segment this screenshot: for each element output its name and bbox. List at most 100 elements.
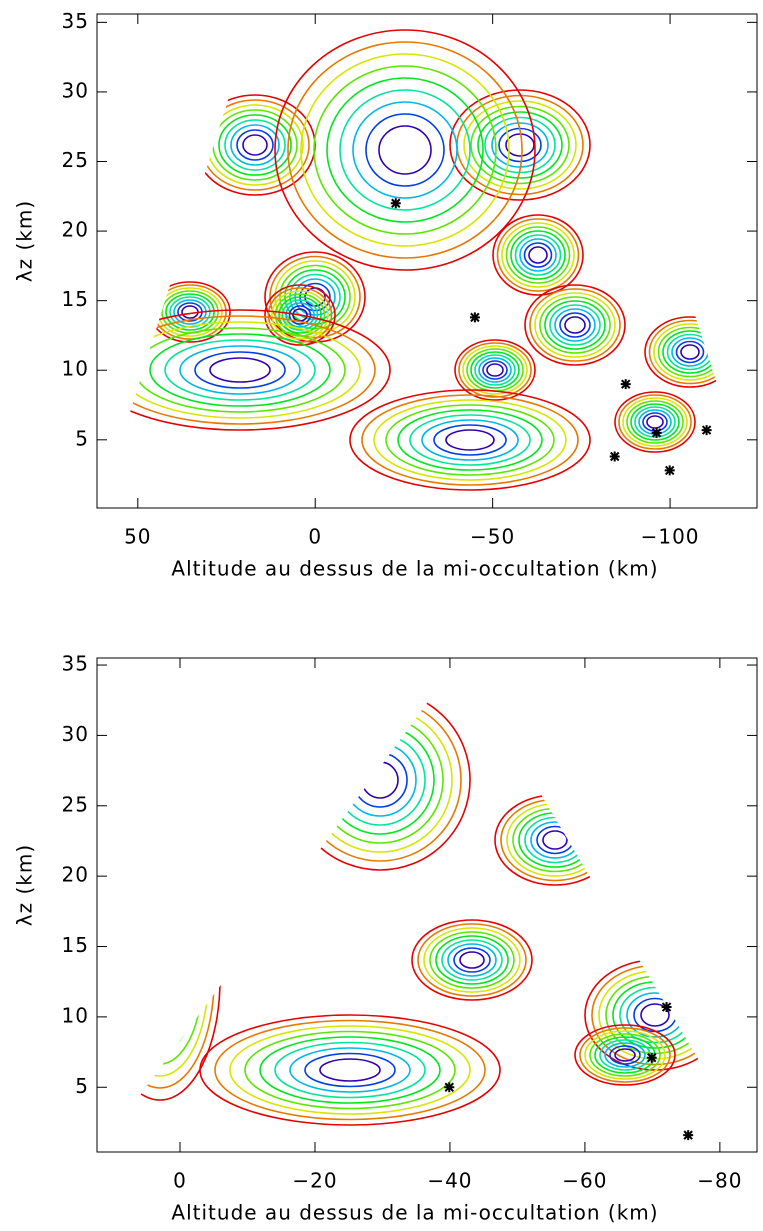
contour-line — [653, 323, 727, 381]
contour-field — [100, 683, 726, 1126]
contour-line — [243, 703, 317, 765]
contour-line — [352, 101, 458, 199]
data-point — [661, 1002, 672, 1013]
contour-line — [462, 345, 528, 395]
contour-line — [194, 351, 286, 389]
contour-line — [530, 821, 580, 859]
y-tick-label: 5 — [75, 1074, 89, 1098]
y-tick-label: 10 — [62, 357, 89, 381]
contour-line — [225, 688, 335, 780]
contour-line — [514, 234, 562, 276]
y-tick-label: 35 — [62, 9, 89, 33]
contour-line — [289, 1047, 411, 1093]
contour-line — [307, 707, 453, 853]
contour-line — [574, 1024, 676, 1086]
x-tick-label: 0 — [173, 1169, 187, 1193]
data-point — [651, 427, 662, 438]
contour-line — [519, 238, 557, 272]
contour-line — [100, 859, 221, 1101]
contour-line — [501, 222, 575, 288]
contour-line — [244, 1030, 456, 1110]
contour-line — [409, 414, 531, 466]
contour-line — [352, 752, 408, 808]
contour-line — [249, 708, 311, 760]
contour-line — [470, 105, 570, 185]
y-tick-label: 20 — [62, 863, 89, 887]
y-tick-label: 35 — [62, 652, 89, 676]
contour-line — [433, 424, 507, 456]
contour-line — [236, 129, 274, 161]
y-axis-label: λz (km) — [13, 844, 37, 926]
contour-line — [510, 230, 566, 280]
contour-line — [477, 111, 563, 179]
data-point — [701, 425, 712, 436]
contour-line — [423, 927, 521, 993]
contour-line — [523, 242, 553, 268]
y-axis-label: λz (km) — [13, 200, 37, 282]
contour-line — [334, 734, 426, 826]
contour-line — [505, 226, 571, 284]
contour-line — [626, 400, 684, 444]
contour-line — [105, 871, 215, 1089]
contour-line — [228, 822, 272, 848]
contour-line — [524, 816, 586, 864]
contour-line — [274, 29, 536, 271]
contour-line — [549, 304, 601, 346]
contour-line — [214, 1019, 486, 1121]
contour-line — [474, 354, 516, 386]
contour-line — [219, 683, 341, 785]
contour-line — [666, 333, 714, 371]
contour-line — [274, 1041, 426, 1099]
data-point — [390, 198, 401, 209]
plot-frame — [96, 657, 758, 1153]
contour-line — [500, 798, 610, 882]
contour-line — [449, 89, 591, 201]
contour-line — [612, 981, 698, 1049]
contour-line — [165, 293, 215, 331]
contour-line — [373, 399, 567, 481]
contour-line — [193, 802, 307, 868]
contour-line — [361, 761, 399, 799]
data-point — [469, 312, 480, 323]
x-axis-label: Altitude au dessus de la mi-occultation … — [171, 1201, 658, 1225]
contour-line — [453, 947, 491, 973]
contour-line — [470, 351, 520, 389]
y-tick-label: 25 — [62, 148, 89, 172]
data-point — [664, 465, 675, 476]
contour-line — [285, 302, 315, 328]
contour-line — [123, 907, 197, 1053]
contour-line — [343, 743, 417, 817]
contour-line — [618, 394, 692, 450]
data-point — [683, 1130, 694, 1141]
contour-line — [385, 404, 555, 476]
contour-line — [454, 339, 536, 401]
contour-line — [147, 955, 173, 1005]
x-tick-label: −40 — [427, 1169, 472, 1193]
contour-line — [319, 1058, 381, 1082]
contour-line — [614, 1048, 636, 1062]
data-point — [444, 1082, 455, 1093]
contour-line — [300, 53, 510, 247]
y-tick-label: 5 — [75, 426, 89, 450]
contour-line — [445, 429, 495, 451]
y-tick-label: 20 — [62, 218, 89, 242]
contour-line — [397, 409, 543, 471]
contour-line — [209, 357, 271, 383]
contour-line — [231, 693, 329, 775]
contour-line — [153, 284, 227, 340]
contour-line — [459, 951, 485, 969]
contour-line — [186, 798, 314, 872]
contour-line — [646, 415, 664, 429]
contour-field — [100, 29, 736, 491]
contour-line — [267, 723, 293, 745]
contour-line — [230, 124, 280, 166]
contour-line — [316, 716, 444, 844]
contour-line — [229, 1025, 471, 1115]
contour-line — [564, 316, 586, 334]
contour-line — [544, 300, 606, 350]
contour-line — [104, 315, 376, 425]
contour-line — [164, 339, 316, 401]
x-tick-label: −60 — [562, 1169, 607, 1193]
contour-line — [111, 883, 209, 1077]
